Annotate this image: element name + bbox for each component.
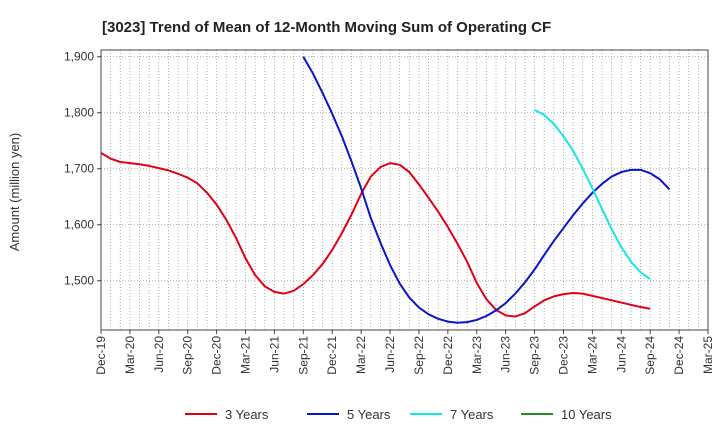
x-tick-label: Dec-19	[94, 336, 108, 375]
x-tick-label: Mar-24	[585, 336, 599, 374]
series-line-7-years	[534, 109, 651, 280]
legend-label: 5 Years	[347, 407, 391, 422]
x-tick-label: Sep-20	[181, 336, 195, 375]
y-tick-label: 1,800	[64, 106, 94, 120]
x-tick-label: Sep-22	[412, 336, 426, 375]
x-tick-label: Dec-23	[556, 336, 570, 375]
x-tick-label: Jun-23	[499, 336, 513, 373]
series-line-5-years	[302, 56, 671, 324]
x-tick-label: Dec-20	[210, 336, 224, 375]
legend-label: 10 Years	[561, 407, 612, 422]
y-tick-label: 1,700	[64, 162, 94, 176]
y-axis-label: Amount (million yen)	[7, 133, 22, 252]
x-tick-label: Jun-24	[614, 336, 628, 373]
y-tick-label: 1,500	[64, 274, 94, 288]
x-tick-label: Sep-24	[643, 336, 657, 375]
x-tick-label: Dec-21	[325, 336, 339, 375]
y-tick-label: 1,600	[64, 218, 94, 232]
x-tick-label: Mar-22	[354, 336, 368, 374]
x-tick-label: Sep-23	[528, 336, 542, 375]
x-tick-label: Jun-20	[152, 336, 166, 373]
series-layer	[100, 56, 671, 324]
x-tick-label: Mar-25	[701, 336, 715, 374]
y-ticks: 1,500 1,600 1,700 1,800 1,900	[64, 50, 101, 288]
x-tick-label: Jun-21	[267, 336, 281, 373]
chart-title: [3023] Trend of Mean of 12-Month Moving …	[102, 19, 551, 36]
x-ticks: Dec-19 Mar-20 Jun-20 Sep-20 Dec-20 Mar-21 Jun-…	[94, 330, 715, 375]
plot-frame	[100, 49, 709, 331]
x-tick-label: Dec-24	[672, 336, 686, 375]
series-line-3-years	[100, 152, 651, 318]
x-tick-label: Dec-22	[441, 336, 455, 375]
grid	[101, 50, 708, 330]
y-tick-label: 1,900	[64, 50, 94, 64]
x-tick-label: Sep-21	[296, 336, 310, 375]
legend: 3 Years 5 Years 7 Years 10 Years	[185, 407, 612, 422]
x-tick-label: Mar-20	[123, 336, 137, 374]
x-tick-label: Mar-23	[470, 336, 484, 374]
legend-label: 3 Years	[225, 407, 269, 422]
legend-label: 7 Years	[450, 407, 494, 422]
x-tick-label: Mar-21	[239, 336, 253, 374]
x-tick-label: Jun-22	[383, 336, 397, 373]
